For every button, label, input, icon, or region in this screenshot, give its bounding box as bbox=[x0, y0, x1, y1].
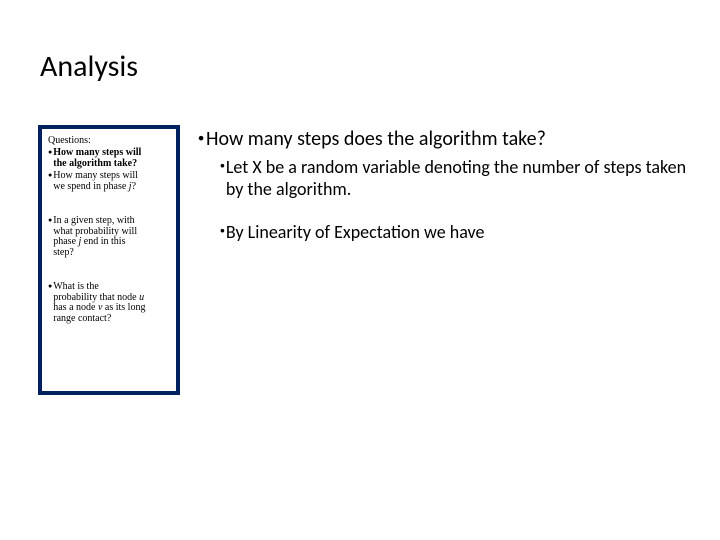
main-question: ● How many steps does the algorithm take… bbox=[198, 128, 698, 151]
bullet-icon: ● bbox=[48, 171, 52, 180]
questions-header: Questions: bbox=[48, 135, 170, 146]
bullet-icon: ● bbox=[198, 128, 204, 148]
main-sub-1: ● Let X be a random variable denoting th… bbox=[220, 157, 698, 200]
main-content: ● How many steps does the algorithm take… bbox=[198, 128, 698, 266]
main-sub-1-text: Let X be a random variable denoting the … bbox=[226, 157, 698, 200]
bullet-icon: ● bbox=[48, 282, 52, 291]
questions-sidebar: Questions: ● How many steps willthe algo… bbox=[38, 125, 180, 395]
question-1-text: How many steps willthe algorithm take? bbox=[53, 148, 170, 169]
questions-block-1: Questions: ● How many steps willthe algo… bbox=[48, 135, 170, 192]
question-4: ● What is theprobability that node uhas … bbox=[48, 282, 170, 324]
bullet-icon: ● bbox=[48, 148, 52, 157]
questions-block-2: ● In a given step, withwhat probability … bbox=[48, 216, 170, 258]
question-2: ● How many steps willwe spend in phase j… bbox=[48, 171, 170, 192]
main-sub-2-text: By Linearity of Expectation we have bbox=[226, 222, 485, 244]
questions-block-3: ● What is theprobability that node uhas … bbox=[48, 282, 170, 324]
page-title: Analysis bbox=[40, 48, 138, 85]
bullet-icon: ● bbox=[220, 157, 225, 176]
bullet-icon: ● bbox=[48, 216, 52, 225]
main-question-text: How many steps does the algorithm take? bbox=[206, 128, 546, 151]
question-3-text: In a given step, withwhat probability wi… bbox=[53, 216, 170, 258]
question-2-text: How many steps willwe spend in phase j? bbox=[53, 171, 170, 192]
question-4-text: What is theprobability that node uhas a … bbox=[53, 282, 170, 324]
main-sub-2: ● By Linearity of Expectation we have bbox=[220, 222, 698, 244]
bullet-icon: ● bbox=[220, 222, 225, 241]
question-3: ● In a given step, withwhat probability … bbox=[48, 216, 170, 258]
question-1: ● How many steps willthe algorithm take? bbox=[48, 148, 170, 169]
